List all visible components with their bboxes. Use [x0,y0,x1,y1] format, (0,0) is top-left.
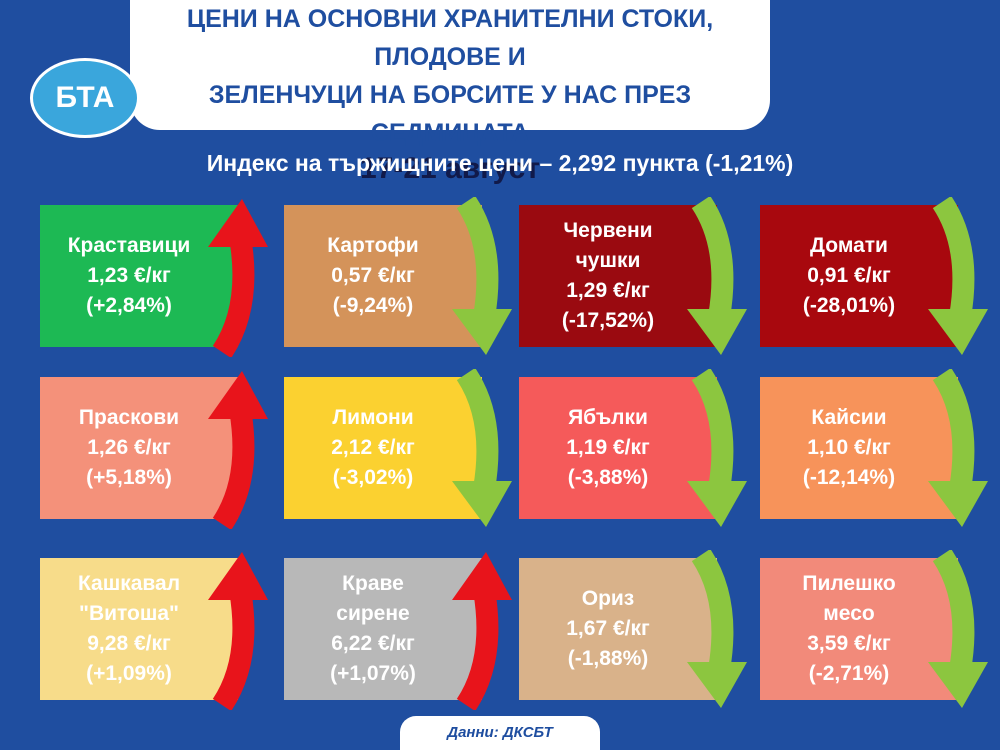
change: (+1,07%) [330,662,416,685]
product-name: чушки [575,249,641,272]
price: 1,23 €/кг [87,264,171,287]
price-card: Кашкавал "Витоша" 9,28 €/кг (+1,09%) [40,558,238,700]
change: (-3,02%) [332,466,414,489]
product-name: Пилешко [802,572,896,595]
change: (+5,18%) [86,466,172,489]
price: 1,10 €/кг [807,436,891,459]
arrow-part [928,309,988,355]
arrow-part [687,309,747,355]
price-card: Червени чушки 1,29 €/кг (-17,52%) [519,205,717,347]
arrow-part [456,197,499,319]
trend-arrow [208,371,268,529]
price: 3,59 €/кг [807,632,891,655]
trend-arrow [452,552,512,710]
price-card: Лимони 2,12 €/кг (-3,02%) [284,377,482,519]
arrow-part [452,309,512,355]
trend-arrow [452,369,512,527]
arrow-part [932,369,975,491]
change: (-3,88%) [567,466,649,489]
arrow-part [928,481,988,527]
arrow-part [208,371,268,419]
source: Данни: ДКСБТ [400,716,600,750]
arrow-part [691,197,734,319]
title-line: ЦЕНИ НА ОСНОВНИ ХРАНИТЕЛНИ СТОКИ, ПЛОДОВ… [186,5,714,71]
trend-arrow [928,550,988,708]
change: (-2,71%) [808,662,890,685]
price-card: Пилешко месо 3,59 €/кг (-2,71%) [760,558,958,700]
product-name: месо [823,602,875,625]
arrow-part [928,662,988,708]
change: (-17,52%) [561,309,655,332]
product-name: Краве [342,572,404,595]
product-name: Домати [810,234,888,257]
change: (-12,14%) [802,466,896,489]
product-name: Лимони [332,406,414,429]
change: (+2,84%) [86,294,172,317]
trend-arrow [687,197,747,355]
index-line: Индекс на тържищните цени – 2,292 пункта… [206,150,794,176]
arrow-part [208,552,268,600]
price-card: Ориз 1,67 €/кг (-1,88%) [519,558,717,700]
title-line: ЗЕЛЕНЧУЦИ НА БОРСИТЕ У НАС ПРЕЗ СЕДМИЦАТ… [208,81,692,147]
arrow-part [452,552,512,600]
change: (-9,24%) [332,294,414,317]
change: (+1,09%) [86,662,172,685]
price: 1,19 €/кг [566,436,650,459]
product-name: Ориз [581,587,635,610]
trend-arrow [687,369,747,527]
product-name: сирене [336,602,410,625]
arrow-part [212,235,255,357]
price-card: Ябълки 1,19 €/кг (-3,88%) [519,377,717,519]
price-card: Краставици 1,23 €/кг (+2,84%) [40,205,238,347]
price: 1,26 €/кг [87,436,171,459]
price: 6,22 €/кг [331,632,415,655]
trend-arrow [687,550,747,708]
arrow-part [691,550,734,672]
product-name: Червени [563,219,653,242]
arrow-part [687,662,747,708]
arrow-part [932,550,975,672]
price-card: Картофи 0,57 €/кг (-9,24%) [284,205,482,347]
arrow-part [208,199,268,247]
logo: БТА [30,58,140,138]
price: 1,29 €/кг [566,279,650,302]
trend-arrow [928,369,988,527]
product-name: Кашкавал [77,572,181,595]
arrow-part [456,588,499,710]
date: 17-21 август [360,152,540,185]
price: 9,28 €/кг [87,632,171,655]
change: (-28,01%) [802,294,896,317]
trend-arrow [928,197,988,355]
price: 0,57 €/кг [331,264,415,287]
arrow-part [212,407,255,529]
trend-arrow [208,199,268,357]
product-name: Краставици [67,234,191,257]
arrow-part [691,369,734,491]
header: ЦЕНИ НА ОСНОВНИ ХРАНИТЕЛНИ СТОКИ, ПЛОДОВ… [130,0,770,185]
arrow-part [687,481,747,527]
product-name: Ябълки [568,406,648,429]
price-card: Праскови 1,26 €/кг (+5,18%) [40,377,238,519]
price-card: Домати 0,91 €/кг (-28,01%) [760,205,958,347]
trend-arrow [452,197,512,355]
product-name: "Витоша" [78,602,179,625]
product-name: Праскови [78,406,180,429]
product-name: Кайсии [811,406,887,429]
price: 0,91 €/кг [807,264,891,287]
price: 1,67 €/кг [566,617,650,640]
change: (-1,88%) [567,647,649,670]
arrow-part [452,481,512,527]
arrow-part [212,588,255,710]
arrow-part [932,197,975,319]
trend-arrow [208,552,268,710]
arrow-part [456,369,499,491]
price-card: Краве сирене 6,22 €/кг (+1,07%) [284,558,482,700]
price: 2,12 €/кг [331,436,415,459]
price-card: Кайсии 1,10 €/кг (-12,14%) [760,377,958,519]
product-name: Картофи [327,234,419,257]
